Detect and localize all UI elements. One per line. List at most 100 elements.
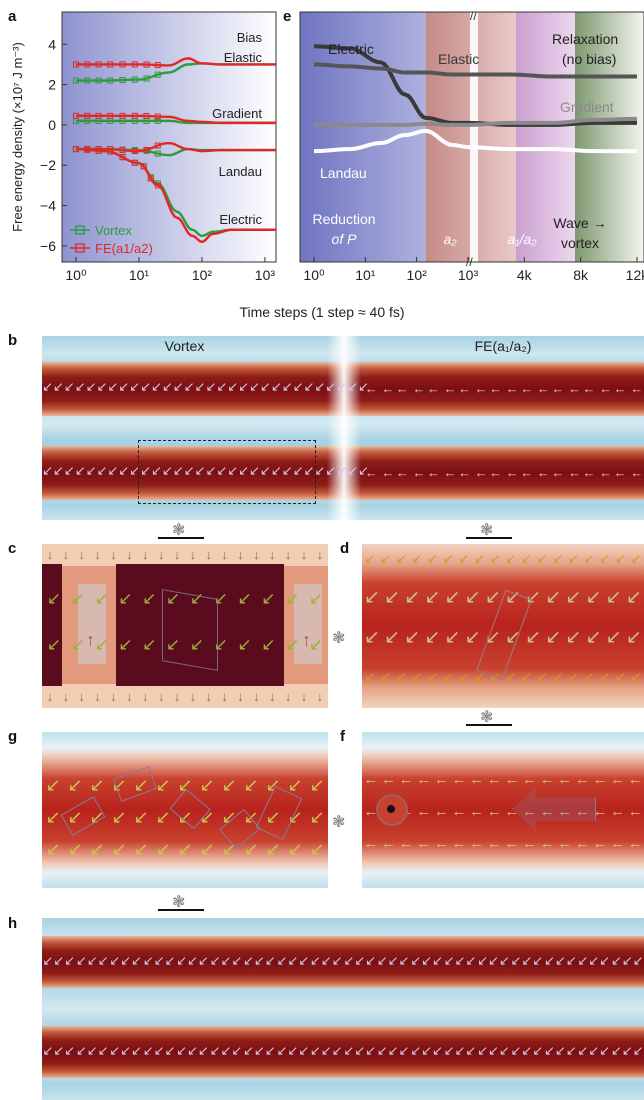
annotation-elastic-e: Elastic [438, 51, 479, 67]
ytick-label: −2 [40, 157, 56, 173]
polarization-arrow: ↙ [404, 627, 421, 648]
panel-g-arrows-row: ↙ ↙ ↙ ↙ ↙ ↙ ↙ ↙ ↙ ↙ ↙ ↙ ↙ [42, 808, 328, 826]
xtick-label: 10² [192, 267, 213, 283]
polarization-arrow: ↙ [285, 589, 300, 608]
panel-label-a: a [8, 8, 17, 25]
panel-c-up-arrow-left: ↑ [86, 630, 95, 650]
polarization-arrow: ↙ [70, 635, 85, 654]
polarization-arrow: ← [416, 771, 432, 788]
polarization-arrow: ↙ [133, 839, 149, 859]
polarization-arrow: ↙↙↙ [610, 953, 644, 968]
panel-h-domain-top [42, 936, 644, 988]
polarization-arrow: ← ← [489, 465, 519, 480]
polarization-arrow: ← ← [582, 381, 613, 396]
polarization-arrow: ↓ [126, 689, 133, 704]
series-marker [154, 71, 161, 78]
xtick-label-e: 4k [517, 267, 533, 283]
polarization-arrow: ↙ [625, 627, 642, 648]
series-marker [119, 112, 126, 119]
polarization-arrow: ↙ [265, 775, 281, 795]
polarization-arrow: ↙↙↙ [543, 1043, 577, 1058]
scale-bar-b-d [466, 537, 512, 539]
series-marker [107, 77, 114, 84]
polarization-arrow: ↓ [253, 689, 260, 704]
panel-label-c: c [8, 540, 17, 557]
series-marker [119, 154, 126, 161]
polarization-arrow: ↙ [364, 627, 381, 648]
series-marker [84, 146, 91, 153]
panel-d-arrows-row: ↙ ↙ ↙ ↙ ↙ ↙ ↙ ↙ ↙ ↙ ↙ ↙ ↙ ↙ ↙ ↙ ↙ ↙ [362, 552, 644, 565]
annotation-elastic-a: Elastic [224, 50, 263, 65]
polarization-arrow: ↓ [94, 689, 101, 704]
molecule-icon-b-c: ❃ [172, 522, 186, 539]
polarization-arrow: ← [592, 771, 608, 788]
axis-break-mark-bottom: // [466, 255, 473, 269]
polarization-arrow: ↙ [427, 551, 438, 566]
polarization-arrow: ↓ [173, 689, 181, 704]
polarization-arrow: ↓ [62, 689, 70, 704]
polarization-arrow: ↙ [94, 589, 109, 608]
ytick-label: 4 [48, 36, 56, 52]
series-marker [107, 148, 114, 155]
molecule-icon-b-d: ❃ [480, 522, 494, 539]
polarization-arrow: ← ← [395, 465, 426, 480]
polarization-arrow: ← ← [364, 465, 395, 480]
polarization-arrow: ↙↙↙ [610, 1043, 644, 1058]
polarization-arrow: ← [469, 771, 485, 788]
legend-marker-vortex [75, 225, 85, 235]
polarization-arrow: ↙ [309, 839, 325, 859]
panel-c-arrows-row: ↓ ↓ ↓ ↓ ↓ ↓ ↓ ↓ ↓ ↓ ↓ ↓ ↓ ↓ ↓ ↓ ↓ ↓ [42, 548, 328, 561]
series-marker [84, 77, 91, 84]
polarization-arrow: ↙ [111, 807, 127, 827]
polarization-arrow: ↙↙↙ [209, 1043, 243, 1058]
molecule-icon-f-g: ❃ [332, 814, 346, 831]
polarization-arrow: ↙↙↙ [142, 953, 176, 968]
polarization-arrow: ↙↙↙ [109, 1043, 142, 1058]
annotation-landau-a: Landau [219, 164, 262, 179]
legend-marker-fe [75, 243, 85, 253]
series-marker [72, 112, 79, 119]
polarization-arrow: ↙ [67, 775, 83, 795]
polarization-arrow: ← [504, 835, 520, 852]
polarization-arrow: ← ← [551, 465, 582, 480]
polarization-arrow: ↓ [189, 689, 197, 704]
polarization-arrow: ↙ [520, 669, 532, 684]
panel-f-left-arrow-outline [512, 788, 596, 830]
polarization-arrow: ↙ [142, 635, 157, 654]
polarization-arrow: ← [610, 803, 626, 820]
polarization-arrow: ← [486, 803, 502, 820]
polarization-arrow: ↓ [237, 547, 244, 562]
ytick-label: 2 [48, 77, 56, 93]
panel-f-vortex-circle [376, 794, 408, 826]
polarization-arrow: ↓ [268, 689, 276, 704]
polarization-arrow: ← [451, 771, 467, 788]
polarization-arrow: ↓ [46, 547, 54, 562]
polarization-arrow: ↙ [424, 627, 441, 648]
panel-b-vortex-arrows-bottom: ↙↙↙ ↙↙↙ ↙↙↙ ↙↙↙ ↙↙↙ ↙↙↙ ↙↙↙ ↙↙↙ ↙↙↙ ↙↙↙ [42, 463, 369, 478]
polarization-arrow: ↙ [89, 775, 105, 795]
polarization-arrow: ↓ [46, 689, 54, 704]
polarization-arrow: ↙↙↙ [140, 463, 173, 478]
polarization-arrow: ↙ [221, 775, 237, 795]
polarization-arrow: ↙↙↙ [107, 463, 141, 478]
polarization-arrow: ↙↙↙ [140, 379, 173, 394]
series-marker [143, 112, 150, 119]
polarization-arrow: ↙ [505, 627, 522, 648]
polarization-arrow: ← [380, 835, 396, 852]
series-marker [107, 61, 114, 68]
polarization-arrow: ↙ [583, 551, 595, 566]
panel-g-outline-2 [113, 766, 157, 802]
annotation-landau-e: Landau [320, 165, 367, 181]
polarization-arrow: ↙↙↙ [238, 463, 271, 478]
annotation-electric-e: Electric [328, 41, 374, 57]
annotation-electric-a: Electric [219, 212, 262, 227]
annotation-gradient-a: Gradient [212, 106, 262, 121]
panel-f-arrows-row: ←←←←←←←←←←←←←←←← [362, 772, 644, 787]
polarization-arrow: ↙ [583, 669, 595, 684]
chart-a-ylabel: Free energy density (×10⁷ J m⁻³) [10, 42, 25, 232]
polarization-arrow: ← ← [520, 465, 550, 480]
polarization-arrow: ↙↙↙ [376, 1043, 410, 1058]
panel-d-arrows-row: ↙ ↙ ↙ ↙ ↙ ↙ ↙ ↙ ↙ ↙ ↙ ↙ ↙ ↙ [362, 588, 644, 607]
polarization-arrow: ↓ [316, 689, 324, 704]
series-marker [119, 147, 126, 154]
